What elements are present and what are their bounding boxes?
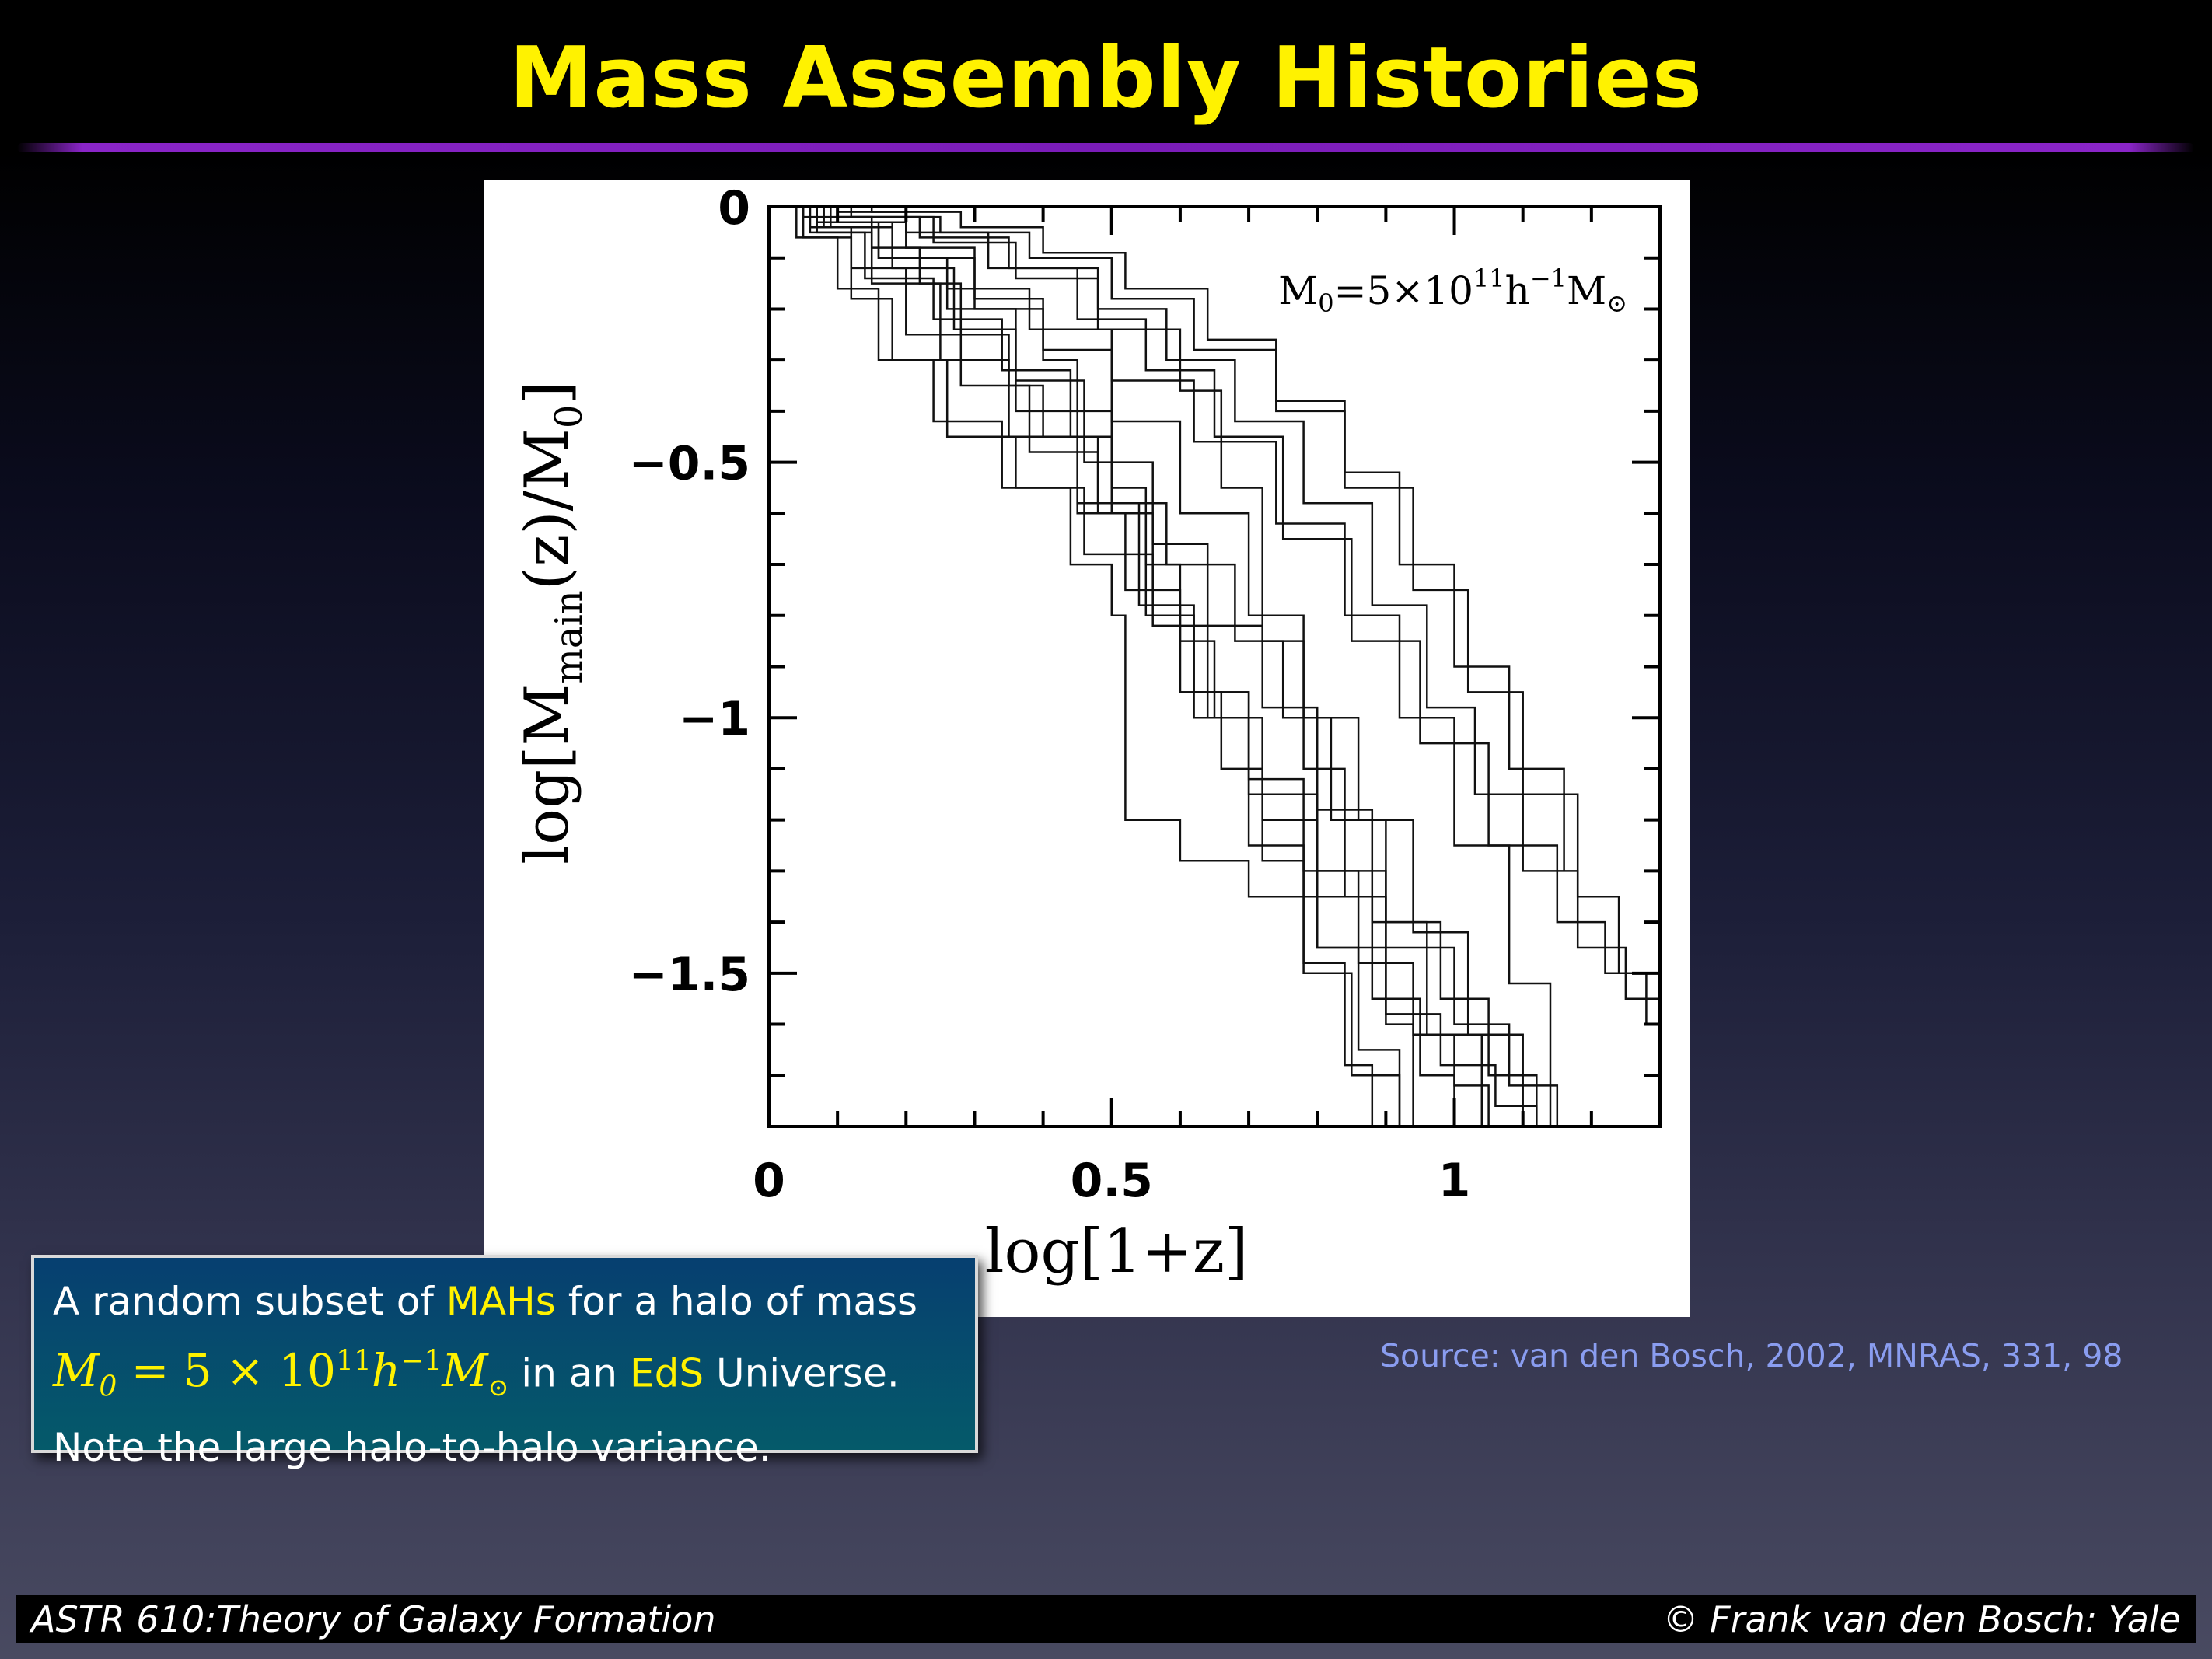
mah-series-9 bbox=[769, 205, 1620, 973]
mah-series-10 bbox=[769, 205, 1490, 1126]
mah-series-2 bbox=[769, 205, 1559, 1126]
y-axis-label: log[Mmain(z)/M0] bbox=[512, 381, 591, 864]
caption-text: in an bbox=[508, 1350, 630, 1396]
caption-line-3: Note the large halo-to-halo variance. bbox=[53, 1424, 771, 1470]
mah-series-7 bbox=[769, 205, 1401, 1126]
chart-figure: 0 0.5 1 0 −0.5 −1 −1.5 log[1+z] log[Mmain(z)/M… bbox=[484, 180, 1690, 1317]
mah-chart: 0 0.5 1 0 −0.5 −1 −1.5 log[1+z] log[Mmain(z)/M… bbox=[512, 181, 1662, 1287]
x-tick-label: 0.5 bbox=[1071, 1154, 1153, 1208]
caption-math: M0 = 5 × 1011h−1M⊙ bbox=[53, 1344, 509, 1403]
axis-tick-labels: 0 0.5 1 0 −0.5 −1 −1.5 bbox=[628, 181, 1470, 1208]
mah-series-11 bbox=[769, 205, 1374, 1126]
y-tick-label: −1 bbox=[679, 692, 750, 746]
mah-series-15 bbox=[769, 205, 1414, 1126]
caption-text: A random subset of bbox=[53, 1279, 446, 1324]
axis-ticks bbox=[767, 205, 1662, 1128]
mah-series-5 bbox=[769, 205, 1455, 1126]
footer-copyright: © Frank van den Bosch: Yale bbox=[1662, 1598, 2181, 1640]
mah-series-13 bbox=[769, 205, 1538, 1126]
x-axis-label: log[1+z] bbox=[985, 1217, 1249, 1287]
footer-bar: ASTR 610:Theory of Galaxy Formation © Fr… bbox=[16, 1595, 2196, 1643]
y-tick-label: −1.5 bbox=[628, 948, 750, 1002]
y-tick-label: −0.5 bbox=[628, 437, 750, 491]
caption-line-1: A random subset of MAHs for a halo of ma… bbox=[53, 1272, 956, 1332]
x-tick-label: 0 bbox=[753, 1154, 785, 1208]
source-citation: Source: van den Bosch, 2002, MNRAS, 331,… bbox=[1380, 1337, 2123, 1374]
caption-highlight-eds: EdS bbox=[630, 1350, 704, 1396]
slide-title: Mass Assembly Histories bbox=[508, 30, 1704, 127]
mah-curves bbox=[769, 205, 1662, 1126]
caption-box: A random subset of MAHs for a halo of ma… bbox=[31, 1255, 978, 1470]
caption-line-2: M0 = 5 × 1011h−1M⊙ in an EdS Universe. bbox=[53, 1332, 956, 1418]
mass-annotation: M0=5×1011h−1M⊙ bbox=[1278, 264, 1627, 318]
mah-series-8 bbox=[769, 205, 1524, 1126]
mah-series-16 bbox=[769, 205, 1552, 1126]
caption-text: Universe. bbox=[704, 1350, 900, 1396]
y-tick-label: 0 bbox=[718, 181, 750, 236]
mah-series-1 bbox=[769, 205, 1401, 1126]
footer-course: ASTR 610:Theory of Galaxy Formation bbox=[31, 1598, 716, 1640]
mah-series-12 bbox=[769, 205, 1565, 871]
title-divider bbox=[17, 143, 2194, 152]
mah-series-4 bbox=[769, 205, 1538, 1126]
caption-text: for a halo of mass bbox=[555, 1279, 918, 1324]
mah-series-6 bbox=[769, 205, 1662, 1035]
y-axis-label-sub: main bbox=[547, 590, 591, 683]
x-tick-label: 1 bbox=[1438, 1154, 1471, 1208]
caption-highlight-mahs: MAHs bbox=[446, 1279, 556, 1324]
